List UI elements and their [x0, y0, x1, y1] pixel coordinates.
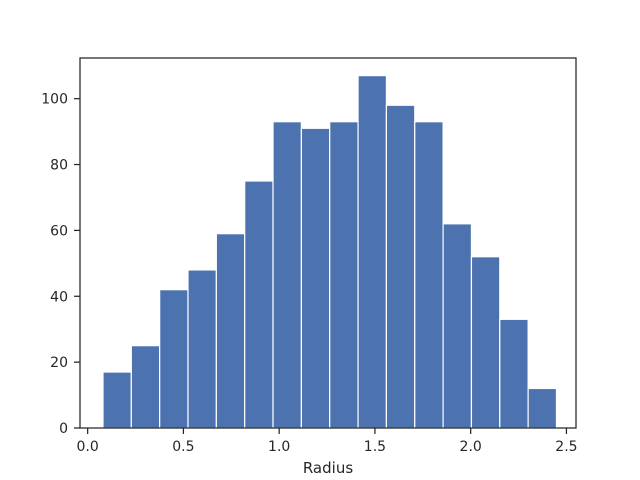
y-tick-label: 80 [50, 158, 68, 174]
histogram-bar-5 [215, 233, 246, 429]
histogram-bar-7 [272, 121, 302, 429]
x-tick-label: 0.0 [77, 439, 99, 455]
histogram-bar-13 [442, 223, 473, 429]
histogram-bar-4 [187, 269, 217, 429]
y-tick-label: 0 [59, 421, 68, 437]
histogram-bar-10 [357, 75, 388, 429]
histogram-bar-1 [102, 371, 132, 429]
x-tick-label: 1.0 [268, 439, 290, 455]
y-axis-ticks: 0 20 40 60 80 100 [41, 92, 80, 437]
y-tick-label: 60 [50, 223, 68, 239]
y-tick-label: 100 [41, 92, 68, 108]
x-tick-label: 2.0 [460, 439, 482, 455]
x-tick-label: 1.5 [364, 439, 386, 455]
histogram-bar-6 [244, 180, 274, 429]
histogram-bar-15 [499, 318, 529, 429]
x-tick-label: 2.5 [555, 439, 577, 455]
x-tick-label: 0.5 [172, 439, 194, 455]
y-tick-label: 40 [50, 289, 68, 305]
x-axis-ticks: 0.0 0.5 1.0 1.5 2.0 2.5 [77, 428, 578, 455]
histogram-bar-11 [385, 104, 416, 429]
histogram-bar-2 [130, 345, 161, 429]
x-axis-label: Radius [303, 459, 353, 477]
plot-area-frame [79, 57, 577, 429]
histogram-bar-14 [470, 256, 501, 429]
histogram-bar-9 [329, 121, 359, 429]
histogram-bar-16 [527, 387, 558, 429]
y-tick-label: 20 [50, 355, 68, 371]
histogram-bar-12 [414, 121, 444, 429]
histogram-bar-3 [159, 289, 189, 429]
histogram-bar-8 [300, 127, 331, 429]
bars-group [102, 75, 558, 429]
